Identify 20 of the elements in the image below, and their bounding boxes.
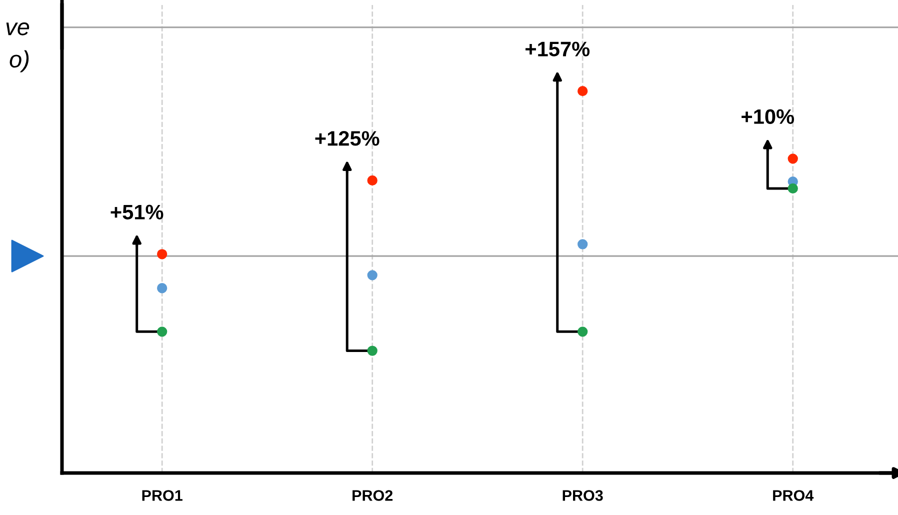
- x-tick-label: PRO2: [352, 490, 393, 501]
- point: [367, 346, 378, 356]
- point: [578, 239, 588, 250]
- point: [367, 270, 378, 280]
- y-axis-title: ve o): [6, 22, 30, 72]
- annotation: +10%: [742, 109, 794, 124]
- point: [578, 86, 588, 96]
- point: [157, 326, 168, 337]
- x-tick-label: PRO3: [562, 490, 603, 501]
- point: [157, 283, 168, 294]
- point: [788, 154, 798, 164]
- point: [578, 326, 588, 337]
- annotation: +125%: [315, 131, 380, 146]
- point: [788, 183, 798, 194]
- annotation: +157%: [526, 42, 590, 56]
- x-tick-label: PRO4: [773, 490, 814, 501]
- point: [367, 175, 378, 186]
- point: [157, 249, 168, 260]
- x-tick-label: PRO1: [142, 490, 182, 501]
- annotation: +51%: [110, 204, 164, 220]
